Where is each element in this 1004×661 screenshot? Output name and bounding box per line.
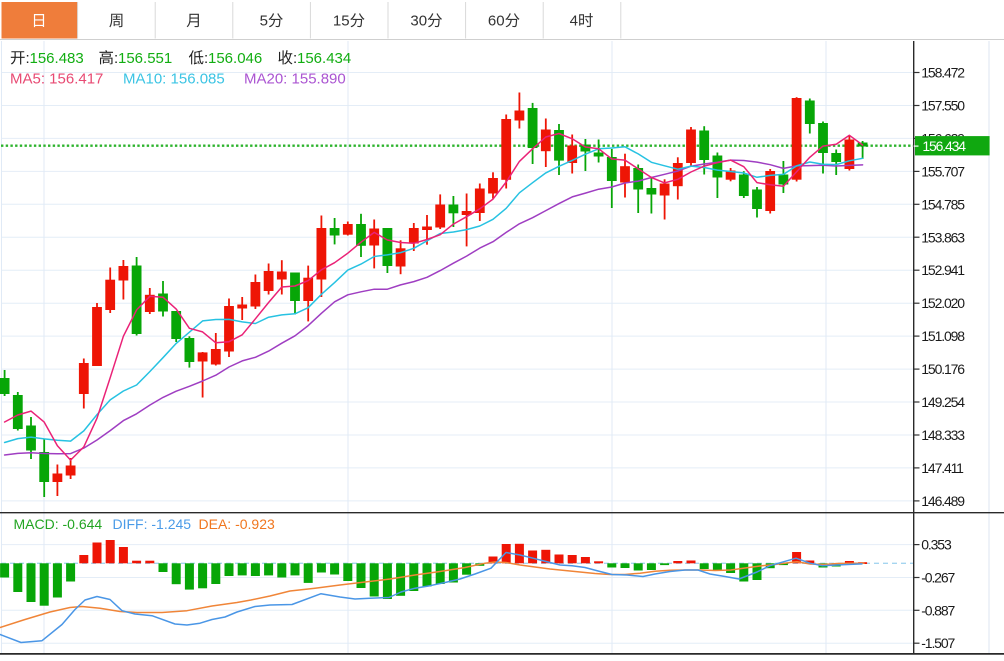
svg-text:-1.507: -1.507 (921, 635, 955, 651)
svg-text:156.046: 156.046 (208, 50, 262, 67)
svg-text::: : (114, 50, 118, 67)
svg-text:MA20: 155.890: MA20: 155.890 (244, 71, 346, 88)
svg-text:-0.887: -0.887 (921, 602, 955, 618)
svg-text:0.353: 0.353 (921, 537, 952, 553)
svg-text:156.434: 156.434 (297, 50, 351, 67)
svg-text:DEA: -0.923: DEA: -0.923 (199, 516, 275, 532)
svg-text:152.941: 152.941 (921, 262, 965, 278)
svg-text:155.707: 155.707 (921, 163, 965, 179)
svg-text:153.863: 153.863 (921, 229, 965, 245)
svg-text::: : (293, 50, 297, 67)
svg-text:149.254: 149.254 (921, 394, 965, 410)
svg-text:4: 4 (570, 13, 578, 30)
svg-text:150.176: 150.176 (921, 361, 965, 377)
svg-text:DIFF: -1.245: DIFF: -1.245 (113, 516, 192, 532)
svg-text:148.333: 148.333 (921, 427, 965, 443)
svg-text:5: 5 (260, 13, 268, 30)
svg-text:MA5: 156.417: MA5: 156.417 (10, 71, 103, 88)
svg-text:-0.267: -0.267 (921, 569, 955, 585)
svg-text::: : (204, 50, 208, 67)
svg-text:15: 15 (333, 13, 350, 30)
svg-text:152.020: 152.020 (921, 295, 965, 311)
svg-text:157.550: 157.550 (921, 97, 965, 113)
svg-text:154.785: 154.785 (921, 196, 965, 212)
svg-text:MA10: 156.085: MA10: 156.085 (123, 71, 225, 88)
svg-text:147.411: 147.411 (921, 460, 964, 476)
svg-text:151.098: 151.098 (921, 328, 965, 344)
svg-text:30: 30 (410, 13, 427, 30)
svg-text:156.434: 156.434 (922, 138, 966, 154)
svg-text::: : (26, 50, 30, 67)
svg-text:60: 60 (488, 13, 505, 30)
svg-text:156.551: 156.551 (118, 50, 172, 67)
svg-text:156.483: 156.483 (30, 50, 84, 67)
svg-text:MACD: -0.644: MACD: -0.644 (14, 516, 103, 532)
svg-text:146.489: 146.489 (921, 493, 965, 509)
svg-text:158.472: 158.472 (921, 65, 965, 81)
